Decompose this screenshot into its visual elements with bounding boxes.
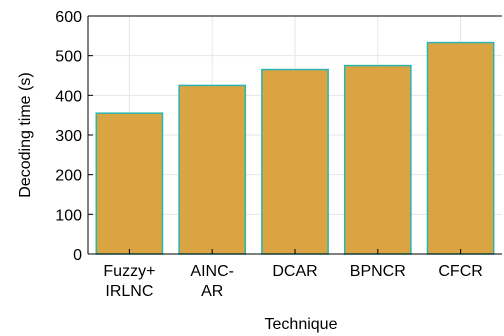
bars <box>95 41 495 255</box>
axes <box>87 15 502 255</box>
y-tick-label: 600 <box>55 9 82 26</box>
y-ticks: 0 100 200 300 400 500 600 <box>55 9 82 264</box>
bar <box>426 41 495 255</box>
y-tick-label: 400 <box>55 88 82 105</box>
x-ticks: Fuzzy+ IRLNC AINC- AR DCAR BPNCR CFCR <box>103 263 482 300</box>
bar <box>95 112 164 255</box>
y-tick-label: 300 <box>55 128 82 145</box>
x-tick-label: AR <box>201 283 223 300</box>
y-tick-label: 0 <box>73 247 82 264</box>
y-axis-label: Decoding time (s) <box>17 72 34 197</box>
x-tick-label: BPNCR <box>350 263 406 280</box>
x-tick-label: IRLNC <box>105 283 153 300</box>
y-tick-label: 100 <box>55 207 82 224</box>
x-tick-label: CFCR <box>438 263 482 280</box>
x-tick-label: Fuzzy+ <box>103 263 155 280</box>
bar <box>343 64 412 255</box>
x-axis-label: Technique <box>265 316 338 333</box>
x-tick-label: DCAR <box>272 263 317 280</box>
bar <box>261 68 329 255</box>
y-tick-label: 200 <box>55 168 82 185</box>
x-tick-label: AINC- <box>190 263 234 280</box>
y-tick-label: 500 <box>55 49 82 66</box>
bar <box>178 84 247 255</box>
